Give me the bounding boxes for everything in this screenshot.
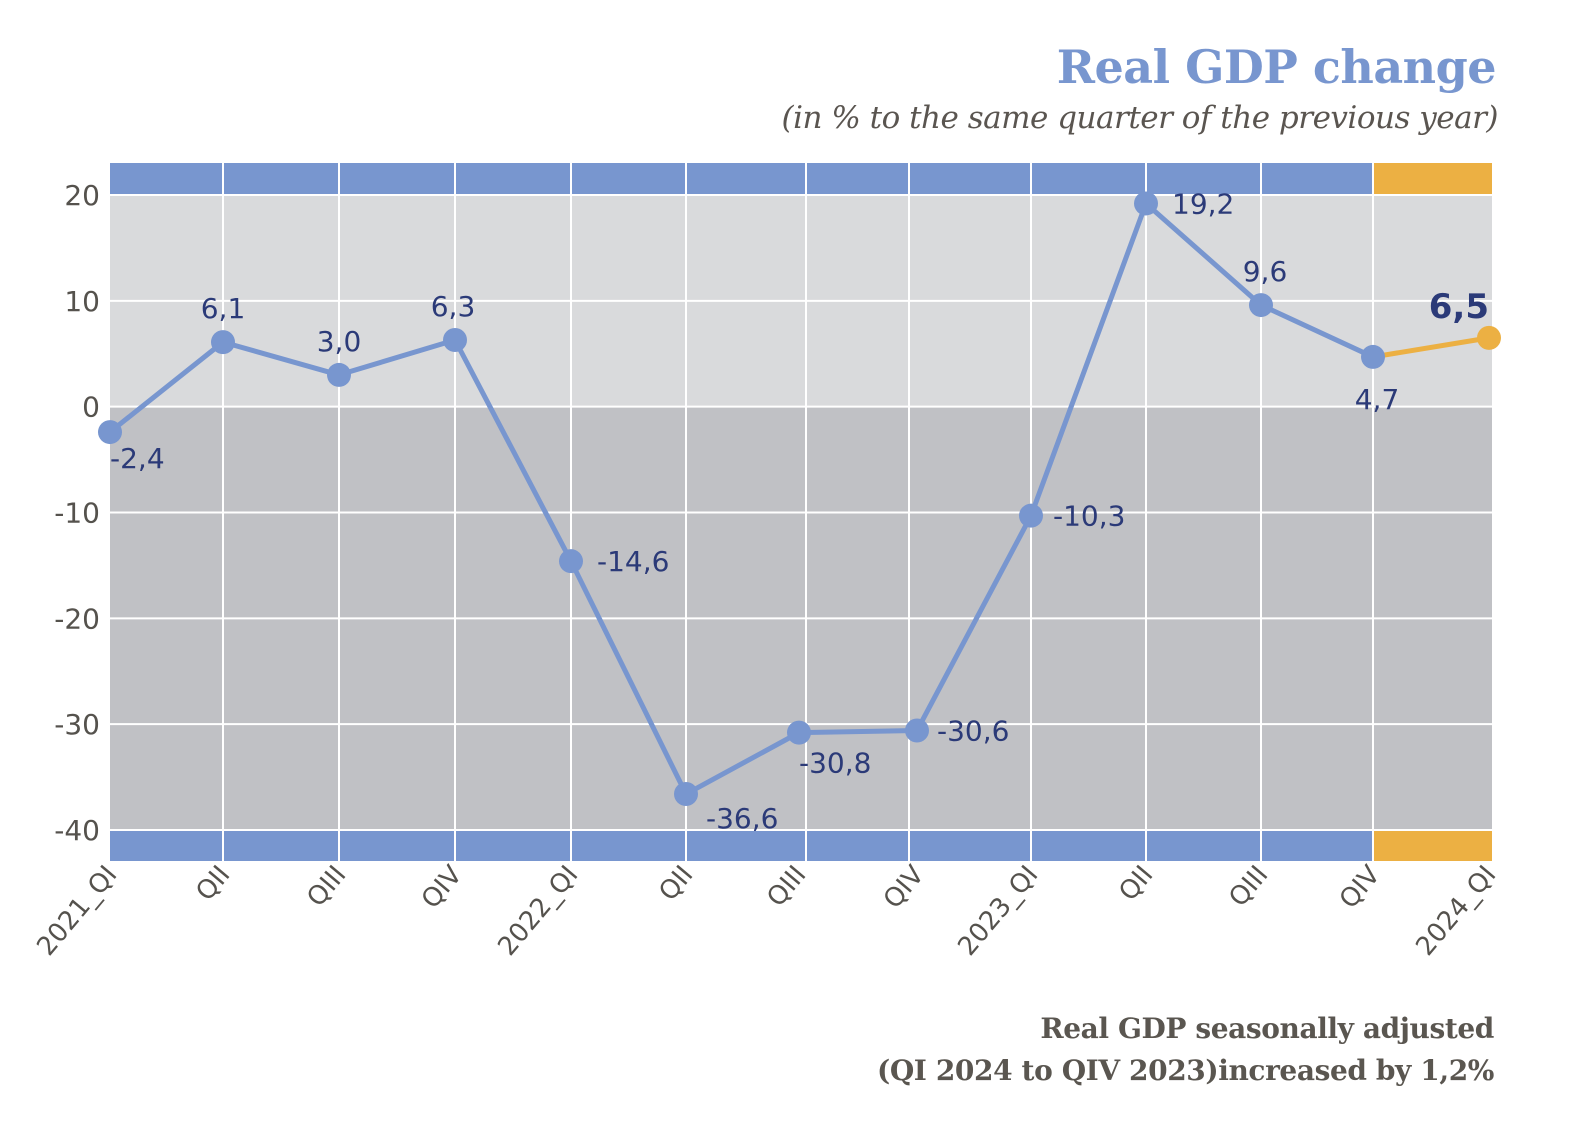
y-tick-label: 0 bbox=[82, 391, 100, 424]
chart-title: Real GDP change bbox=[1056, 40, 1497, 94]
top-band bbox=[110, 163, 1373, 195]
bottom-band bbox=[110, 830, 1373, 861]
data-point bbox=[443, 327, 467, 352]
data-label: 6,3 bbox=[431, 290, 476, 323]
series-line-highlight bbox=[1372, 335, 1490, 360]
x-tick-label: QIV bbox=[878, 860, 931, 915]
data-label: -10,3 bbox=[1053, 500, 1125, 533]
y-tick-label: -40 bbox=[54, 814, 100, 847]
data-label: -36,6 bbox=[706, 802, 778, 835]
x-tick-label: QII bbox=[190, 860, 236, 907]
data-label: -2,4 bbox=[110, 442, 165, 475]
data-label: -30,8 bbox=[799, 747, 871, 780]
data-point bbox=[1249, 293, 1273, 318]
data-point-highlight bbox=[1477, 325, 1501, 350]
data-label: 4,7 bbox=[1355, 383, 1400, 416]
x-tick-label: 2021_QI bbox=[31, 860, 123, 961]
data-label: -14,6 bbox=[597, 545, 669, 578]
data-label: 6,1 bbox=[201, 292, 246, 325]
data-label: 9,6 bbox=[1243, 255, 1288, 288]
x-tick-label: 2023_QI bbox=[952, 860, 1044, 961]
data-point bbox=[787, 720, 811, 745]
y-tick-label: 20 bbox=[64, 179, 100, 212]
y-tick-label: 10 bbox=[64, 285, 100, 318]
y-tick-label: -30 bbox=[54, 708, 100, 741]
data-point bbox=[1134, 191, 1158, 216]
data-point bbox=[1361, 344, 1385, 369]
data-label: 19,2 bbox=[1172, 187, 1234, 220]
data-label: 3,0 bbox=[317, 325, 362, 358]
data-label: -30,6 bbox=[937, 715, 1009, 748]
data-point bbox=[1019, 503, 1043, 528]
x-tick-label: 2022_QI bbox=[492, 860, 584, 961]
data-label-highlight: 6,5 bbox=[1429, 287, 1489, 327]
data-point bbox=[559, 549, 583, 574]
y-tick-label: -10 bbox=[54, 497, 100, 530]
top-band-highlight bbox=[1373, 163, 1492, 195]
x-tick-label: QII bbox=[653, 860, 699, 907]
data-point bbox=[211, 330, 235, 355]
series-line bbox=[108, 200, 1375, 797]
data-point bbox=[327, 362, 351, 387]
x-tick-label: QII bbox=[1113, 860, 1159, 907]
x-tick-label: 2024_QI bbox=[1410, 860, 1502, 961]
x-tick-label: QIV bbox=[1334, 860, 1387, 915]
x-tick-label: QIII bbox=[761, 860, 812, 913]
chart-subtitle: (in % to the same quarter of the previou… bbox=[781, 100, 1498, 136]
data-point bbox=[98, 420, 122, 445]
x-tick-label: QIV bbox=[416, 860, 469, 915]
x-tick-label: QIII bbox=[301, 860, 352, 913]
footnote-line-2: (QI 2024 to QIV 2023)increased by 1,2% bbox=[876, 1054, 1494, 1087]
footnote-line-1: Real GDP seasonally adjusted bbox=[1040, 1012, 1494, 1045]
data-point bbox=[905, 718, 929, 743]
data-point bbox=[674, 782, 698, 807]
bottom-band-highlight bbox=[1373, 830, 1492, 861]
x-tick-label: QIII bbox=[1223, 860, 1274, 913]
y-tick-label: -20 bbox=[54, 602, 100, 635]
